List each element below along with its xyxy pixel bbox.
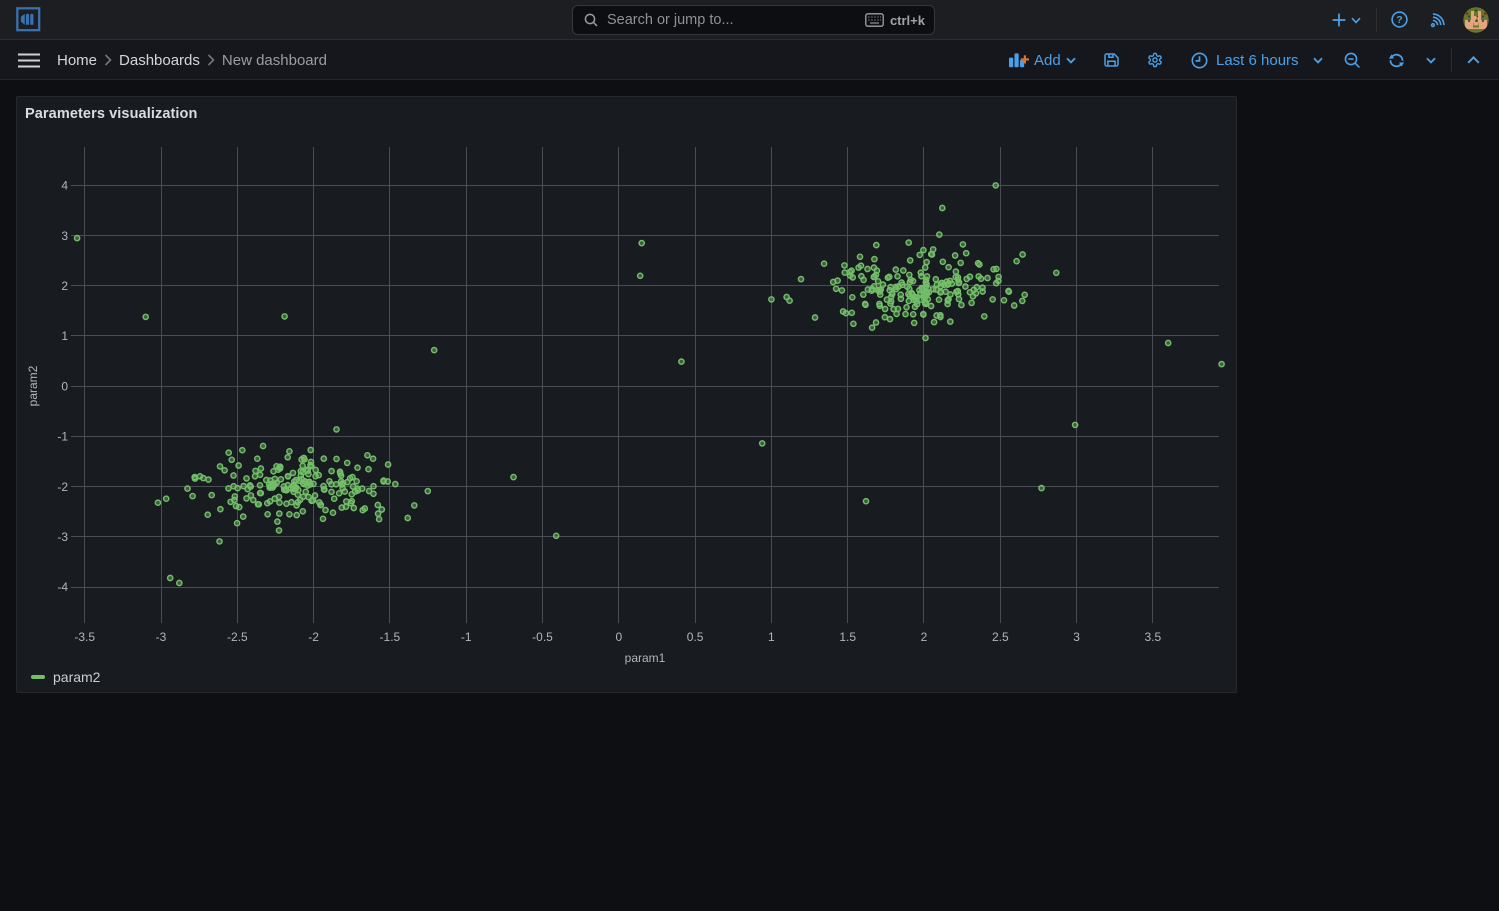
svg-text:-4: -4 [57,580,68,594]
svg-text:2.5: 2.5 [992,630,1009,644]
svg-text:4: 4 [61,179,68,193]
svg-text:-1.5: -1.5 [380,630,401,644]
svg-text:param1: param1 [625,651,666,665]
svg-text:0: 0 [61,379,68,393]
svg-text:3: 3 [61,229,68,243]
svg-text:-1: -1 [57,430,68,444]
svg-text:-3: -3 [57,530,68,544]
svg-text:-1: -1 [461,630,472,644]
svg-text:3.5: 3.5 [1145,630,1162,644]
svg-text:3: 3 [1073,630,1080,644]
svg-text:-2: -2 [57,480,68,494]
svg-text:2: 2 [61,279,68,293]
svg-text:-3.5: -3.5 [74,630,95,644]
svg-text:-3: -3 [156,630,167,644]
svg-text:-0.5: -0.5 [532,630,553,644]
svg-text:2: 2 [921,630,928,644]
svg-text:1.5: 1.5 [839,630,856,644]
svg-text:-2.5: -2.5 [227,630,248,644]
svg-text:0.5: 0.5 [687,630,704,644]
svg-text:param2: param2 [26,365,40,406]
svg-text:1: 1 [61,329,68,343]
svg-text:-2: -2 [308,630,319,644]
svg-text:?: ? [1396,14,1402,26]
svg-text:0: 0 [615,630,622,644]
svg-text:1: 1 [768,630,775,644]
